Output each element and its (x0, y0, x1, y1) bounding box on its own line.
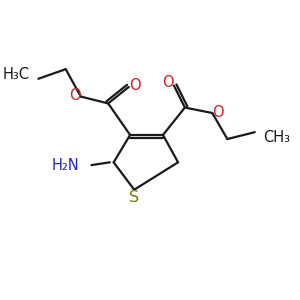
Text: H₂N: H₂N (52, 158, 80, 172)
Text: O: O (212, 105, 224, 120)
Text: O: O (69, 88, 81, 103)
Text: CH₃: CH₃ (263, 130, 290, 145)
Text: H₃C: H₃C (3, 67, 30, 82)
Text: O: O (129, 78, 141, 93)
Text: S: S (129, 190, 139, 205)
Text: O: O (162, 75, 174, 90)
